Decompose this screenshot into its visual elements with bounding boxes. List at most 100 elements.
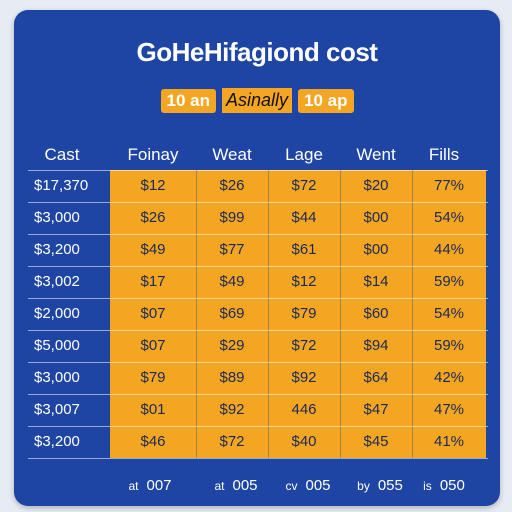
- table-row: $3,000 $79 $89 $92 $64 42%: [14, 362, 500, 394]
- footer-cell: at 005: [196, 475, 276, 497]
- table-cell: $64: [340, 362, 412, 394]
- table-row: $3,200 $46 $72 $40 $45 41%: [14, 426, 500, 458]
- table-cell: $07: [110, 298, 196, 330]
- table-cell: $72: [268, 330, 340, 362]
- row-label-cell: $3,000: [34, 369, 80, 386]
- subtitle-label: Asinally: [221, 88, 293, 113]
- row-divider: [28, 170, 488, 171]
- table-row: $5,000 $07 $29 $72 $94 59%: [14, 330, 500, 362]
- table-cell: 77%: [412, 170, 486, 202]
- table-cell: 41%: [412, 426, 486, 458]
- footer-cell: is 050: [404, 475, 484, 497]
- column-header: Lage: [285, 145, 323, 164]
- footer-cell: at 007: [110, 475, 190, 497]
- table-cell: $47: [340, 394, 412, 426]
- footer-prefix: at: [214, 479, 225, 493]
- table-cell: $17: [110, 266, 196, 298]
- table-cell: 42%: [412, 362, 486, 394]
- row-divider: [28, 362, 488, 363]
- table-cell: $20: [340, 170, 412, 202]
- table-cell: $72: [196, 426, 268, 458]
- row-label-cell: $5,000: [34, 337, 80, 354]
- table-cell: $79: [268, 298, 340, 330]
- footer-value: 005: [232, 477, 258, 494]
- column-header: Went: [356, 145, 396, 164]
- footer-prefix: by: [357, 479, 370, 493]
- row-divider: [28, 234, 488, 235]
- table-cell: $92: [196, 394, 268, 426]
- table-cell: $49: [110, 234, 196, 266]
- row-label-cell: $3,007: [34, 401, 80, 418]
- table-cell: $00: [340, 234, 412, 266]
- table-row: $3,007 $01 $92 446 $47 47%: [14, 394, 500, 426]
- table-cell: $40: [268, 426, 340, 458]
- footer-prefix: at: [128, 479, 139, 493]
- column-header: Fills: [428, 145, 460, 164]
- table-cell: $44: [268, 202, 340, 234]
- footer-value: 005: [305, 477, 331, 494]
- table-row: $17,370 $12 $26 $72 $20 77%: [14, 170, 500, 202]
- table-cell: $26: [196, 170, 268, 202]
- footer-value: 050: [439, 477, 465, 494]
- footer-cell: by 055: [340, 475, 420, 497]
- table-footer: at 007 at 005 cv 005 by 055 is 050: [14, 475, 500, 497]
- column-header: Weat: [212, 145, 252, 164]
- row-label-cell: $3,200: [34, 241, 80, 258]
- column-divider: [412, 170, 413, 458]
- table-row: $3,200 $49 $77 $61 $00 44%: [14, 234, 500, 266]
- table-cell: $14: [340, 266, 412, 298]
- subtitle-left-badge: 10 an: [160, 88, 216, 113]
- table-cell: $72: [268, 170, 340, 202]
- table-cell: 59%: [412, 330, 486, 362]
- table-cell: $45: [340, 426, 412, 458]
- table-cell: $60: [340, 298, 412, 330]
- table-cell: 59%: [412, 266, 486, 298]
- row-divider: [28, 298, 488, 299]
- table-cell: $01: [110, 394, 196, 426]
- row-label-cell: $17,370: [34, 177, 89, 194]
- row-divider: [28, 202, 488, 203]
- table-cell: $26: [110, 202, 196, 234]
- table-cell: 446: [268, 394, 340, 426]
- table-cell: $12: [110, 170, 196, 202]
- table-cell: $99: [196, 202, 268, 234]
- column-divider: [196, 170, 197, 458]
- cost-card: GoHeHifagiond cost 10 an Asinally 10 ap …: [14, 10, 500, 506]
- table-header: Cast Foinay Weat Lage Went Fills: [14, 142, 500, 168]
- footer-cell: cv 005: [268, 475, 348, 497]
- table-cell: $77: [196, 234, 268, 266]
- row-divider: [28, 394, 488, 395]
- table-row: $3,002 $17 $49 $12 $14 59%: [14, 266, 500, 298]
- footer-value: 007: [146, 477, 172, 494]
- table-cell: $00: [340, 202, 412, 234]
- row-label-cell: $3,002: [34, 273, 80, 290]
- table-row: $3,000 $26 $99 $44 $00 54%: [14, 202, 500, 234]
- subtitle-right-badge: 10 ap: [298, 88, 354, 113]
- column-header: Cast: [44, 145, 80, 164]
- table-cell: 54%: [412, 298, 486, 330]
- column-divider: [268, 170, 269, 458]
- table-cell: $12: [268, 266, 340, 298]
- row-divider: [28, 266, 488, 267]
- page-title: GoHeHifagiond cost: [136, 37, 378, 67]
- table-cell: $79: [110, 362, 196, 394]
- row-divider: [28, 458, 488, 459]
- row-divider: [28, 330, 488, 331]
- row-divider: [28, 426, 488, 427]
- table-cell: $46: [110, 426, 196, 458]
- table-cell: 44%: [412, 234, 486, 266]
- table-cell: $89: [196, 362, 268, 394]
- table-cell: 54%: [412, 202, 486, 234]
- column-header: Foinay: [127, 145, 179, 164]
- table-cell: $49: [196, 266, 268, 298]
- footer-prefix: cv: [285, 479, 298, 493]
- table-cell: $94: [340, 330, 412, 362]
- column-divider: [340, 170, 341, 458]
- table-cell: $29: [196, 330, 268, 362]
- footer-prefix: is: [423, 479, 432, 493]
- row-label-cell: $3,000: [34, 209, 80, 226]
- row-label-cell: $2,000: [34, 305, 80, 322]
- table-cell: 47%: [412, 394, 486, 426]
- table-cell: $07: [110, 330, 196, 362]
- table-cell: $69: [196, 298, 268, 330]
